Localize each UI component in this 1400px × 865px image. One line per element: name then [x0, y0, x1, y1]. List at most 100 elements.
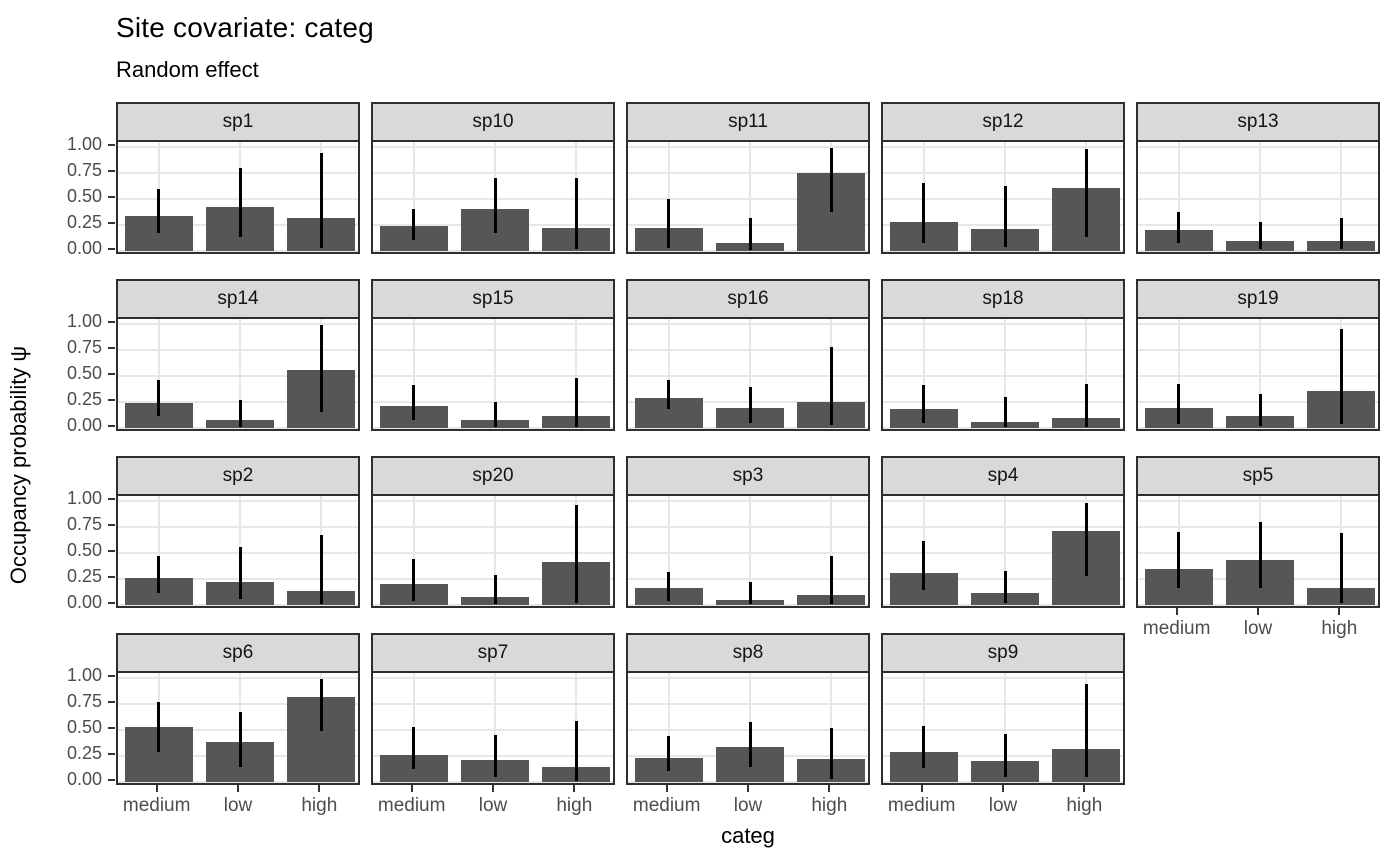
- facet-strip-label: sp14: [217, 288, 259, 309]
- gridline-y-0.5: [1138, 552, 1378, 554]
- gridline-y-0.5: [118, 375, 358, 377]
- x-axis-tick-label: low: [733, 795, 763, 816]
- x-axis-tick: [828, 785, 831, 792]
- gridline-y-0.5: [1138, 375, 1378, 377]
- y-axis-tick-label: 0.25: [66, 565, 102, 586]
- gridline-y-0: [628, 780, 868, 783]
- x-axis-tick: [155, 785, 158, 792]
- y-axis-tick: [108, 575, 115, 578]
- gridline-y-0.5: [373, 198, 613, 200]
- facet-strip: sp6: [116, 633, 360, 673]
- gridline-y-0.75: [628, 172, 868, 175]
- gridline-y-0.75: [373, 526, 613, 529]
- gridline-y-0.5: [883, 552, 1123, 554]
- facet-panel: [881, 140, 1125, 254]
- gridline-x-low: [494, 673, 496, 783]
- gridline-y-0.25: [373, 400, 613, 403]
- facet-strip-label: sp5: [1242, 465, 1274, 486]
- errorbar-low: [1258, 393, 1262, 426]
- gridline-y-0.75: [628, 349, 868, 352]
- x-axis-tick: [1002, 785, 1004, 792]
- facet-panel: [116, 140, 360, 254]
- gridline-y-0: [1138, 603, 1378, 606]
- gridline-y-0.5: [883, 729, 1123, 731]
- x-axis-tick-label: high: [556, 795, 593, 816]
- facet-panel: [881, 671, 1125, 785]
- facet-strip-label: sp12: [982, 111, 1024, 132]
- gridline-y-0: [628, 249, 868, 252]
- errorbar-low: [748, 387, 752, 423]
- gridline-y-1: [118, 323, 358, 326]
- facet-panel: [371, 317, 615, 431]
- errorbar-low: [748, 721, 752, 768]
- errorbar-low: [238, 167, 242, 238]
- facet-strip: sp8: [626, 633, 870, 673]
- gridline-x-low: [749, 142, 751, 252]
- facet-strip: sp19: [1136, 279, 1380, 319]
- facet-strip-label: sp3: [732, 465, 764, 486]
- y-axis-tick-label: 0.00: [66, 237, 102, 258]
- gridline-y-0: [118, 426, 358, 429]
- y-axis-tick: [108, 373, 115, 375]
- gridline-y-0: [883, 780, 1123, 783]
- x-axis-tick-label: medium: [377, 795, 446, 816]
- facet-strip-label: sp18: [982, 288, 1024, 309]
- gridline-y-0.25: [1138, 400, 1378, 403]
- gridline-y-0.5: [628, 729, 868, 731]
- x-axis-tick: [747, 785, 749, 792]
- x-axis-tick-label: medium: [887, 795, 956, 816]
- facet-panel: [1136, 140, 1380, 254]
- y-axis-tick-label: 0.00: [66, 591, 102, 612]
- errorbar-low: [493, 735, 497, 777]
- y-axis-tick-label: 0.00: [66, 414, 102, 435]
- gridline-y-1: [118, 500, 358, 503]
- gridline-y-0.75: [628, 703, 868, 706]
- x-axis-tick-label: high: [811, 795, 848, 816]
- y-axis-tick-label: 0.25: [66, 388, 102, 409]
- gridline-y-0.75: [1138, 172, 1378, 175]
- gridline-y-0.75: [118, 703, 358, 706]
- x-axis-tick-label: high: [1321, 618, 1358, 639]
- facet-sp12: sp12: [881, 102, 1125, 256]
- errorbar-low: [1003, 570, 1007, 603]
- facet-strip-label: sp9: [987, 642, 1019, 663]
- y-axis-tick-label: 0.50: [66, 540, 102, 560]
- gridline-x-low: [494, 319, 496, 429]
- gridline-x-high: [575, 319, 578, 429]
- gridline-x-high: [1085, 319, 1088, 429]
- gridline-x-medium: [1177, 142, 1180, 252]
- errorbar-medium: [412, 726, 416, 770]
- errorbar-high: [829, 556, 833, 604]
- errorbar-low: [493, 574, 497, 604]
- errorbar-medium: [157, 702, 161, 752]
- gridline-y-0: [883, 249, 1123, 252]
- facet-strip: sp13: [1136, 102, 1380, 142]
- y-axis-tick-label: 1.00: [66, 488, 102, 509]
- y-axis-tick: [108, 424, 115, 427]
- facet-strip-label: sp7: [477, 642, 509, 663]
- facet-panel: [116, 494, 360, 608]
- facet-strip: sp16: [626, 279, 870, 319]
- gridline-y-0.5: [373, 729, 613, 731]
- gridline-y-0.75: [628, 526, 868, 529]
- facet-panel: [1136, 494, 1380, 608]
- gridline-y-1: [883, 323, 1123, 326]
- y-axis-tick-label: 1.00: [66, 311, 102, 332]
- gridline-y-0: [883, 603, 1123, 606]
- errorbar-high: [574, 178, 578, 249]
- facet-sp13: sp13: [1136, 102, 1380, 256]
- x-axis-tick: [665, 785, 668, 792]
- facet-sp18: sp18: [881, 279, 1125, 433]
- errorbar-low: [238, 399, 242, 427]
- gridline-x-low: [1004, 319, 1006, 429]
- facet-strip: sp15: [371, 279, 615, 319]
- facet-panel: [881, 317, 1125, 431]
- y-axis-tick: [108, 144, 115, 147]
- facet-panel: [626, 671, 870, 785]
- facet-panel: [1136, 317, 1380, 431]
- gridline-y-1: [118, 146, 358, 149]
- errorbar-medium: [1177, 212, 1181, 243]
- errorbar-low: [238, 712, 242, 768]
- gridline-y-0.5: [118, 198, 358, 200]
